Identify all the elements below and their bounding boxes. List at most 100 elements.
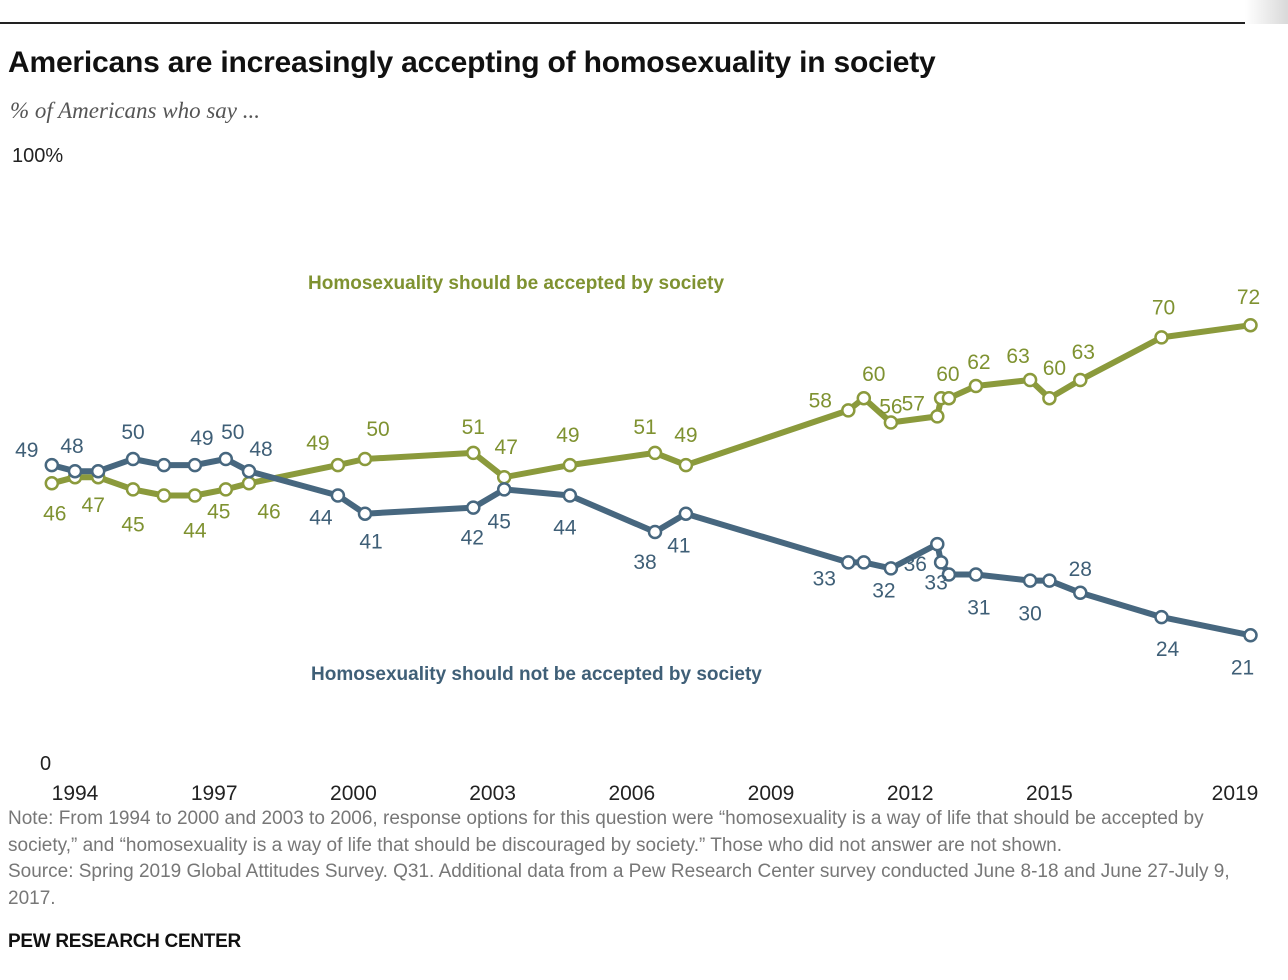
not-accepted-data-label: 33 bbox=[924, 571, 947, 594]
accepted-point bbox=[125, 482, 141, 497]
accepted-point bbox=[841, 403, 856, 418]
accepted-point bbox=[941, 390, 957, 406]
not-accepted-data-label: 49 bbox=[190, 427, 213, 450]
x-tick-label: 2012 bbox=[887, 782, 934, 805]
accepted-data-label: 63 bbox=[1072, 341, 1095, 364]
not-accepted-point bbox=[1154, 609, 1169, 625]
not-accepted-data-label: 38 bbox=[633, 551, 656, 574]
brand-label: PEW RESEARCH CENTER bbox=[8, 931, 241, 952]
accepted-data-label: 44 bbox=[183, 520, 207, 543]
not-accepted-point bbox=[241, 463, 257, 479]
accepted-point bbox=[466, 445, 481, 461]
accepted-data-label: 49 bbox=[674, 424, 697, 447]
not-accepted-point bbox=[647, 524, 663, 540]
not-accepted-point bbox=[678, 506, 694, 521]
not-accepted-data-label: 32 bbox=[872, 579, 895, 602]
x-tick-label: 2009 bbox=[748, 782, 795, 805]
not-accepted-point bbox=[357, 506, 373, 521]
not-accepted-point bbox=[44, 457, 60, 473]
accepted-point bbox=[1022, 372, 1038, 388]
accepted-point bbox=[678, 457, 694, 473]
accepted-point bbox=[1154, 330, 1169, 345]
accepted-point bbox=[1243, 317, 1258, 333]
not-accepted-data-label: 24 bbox=[1156, 638, 1180, 661]
accepted-point bbox=[241, 476, 257, 491]
source-text: Source: Spring 2019 Global Attitudes Sur… bbox=[8, 861, 1230, 909]
x-tick-label: 2019 bbox=[1212, 782, 1259, 805]
not-accepted-point bbox=[1243, 628, 1258, 643]
not-accepted-point bbox=[67, 463, 83, 479]
accepted-point bbox=[357, 451, 373, 467]
accepted-data-label: 49 bbox=[306, 432, 329, 455]
accepted-point bbox=[1042, 390, 1057, 406]
corner-decoration bbox=[1245, 0, 1288, 24]
accepted-data-label: 60 bbox=[862, 363, 885, 386]
accepted-data-label: 70 bbox=[1152, 296, 1175, 319]
chart-title: Americans are increasingly accepting of … bbox=[8, 46, 936, 79]
accepted-point bbox=[883, 415, 899, 430]
accepted-data-label: 60 bbox=[1043, 357, 1066, 380]
not-accepted-point bbox=[941, 567, 957, 582]
not-accepted-data-label: 44 bbox=[553, 517, 577, 540]
not-accepted-point bbox=[90, 463, 106, 479]
accepted-data-label: 51 bbox=[633, 416, 656, 439]
not-accepted-data-label: 50 bbox=[121, 421, 144, 444]
accepted-point bbox=[187, 488, 203, 503]
not-accepted-point bbox=[930, 536, 945, 552]
x-tick-label: 2015 bbox=[1026, 782, 1073, 805]
not-accepted-data-label: 48 bbox=[60, 435, 83, 458]
top-rule bbox=[0, 22, 1245, 24]
accepted-data-label: 60 bbox=[936, 363, 959, 386]
accepted-data-label: 51 bbox=[462, 416, 485, 439]
not-accepted-data-label: 41 bbox=[667, 535, 690, 558]
not-accepted-data-label: 33 bbox=[813, 567, 836, 590]
x-tick-label: 1994 bbox=[52, 782, 99, 805]
not-accepted-data-label: 44 bbox=[309, 507, 333, 530]
accepted-point bbox=[496, 469, 512, 485]
accepted-data-label: 46 bbox=[257, 500, 280, 523]
footnote: Note: From 1994 to 2000 and 2003 to 2006… bbox=[8, 806, 1263, 912]
not-accepted-data-label: 30 bbox=[1018, 603, 1041, 626]
not-accepted-series-label: Homosexuality should not be accepted by … bbox=[311, 664, 762, 685]
accepted-data-label: 50 bbox=[366, 418, 389, 441]
not-accepted-data-label: 45 bbox=[488, 510, 511, 533]
not-accepted-data-label: 48 bbox=[249, 438, 272, 461]
accepted-data-label: 47 bbox=[82, 494, 105, 517]
not-accepted-point bbox=[1022, 573, 1038, 588]
y-tick-label: 100% bbox=[12, 145, 63, 167]
accepted-series-label: Homosexuality should be accepted by soci… bbox=[308, 273, 724, 294]
accepted-data-label: 45 bbox=[207, 500, 230, 523]
not-accepted-point bbox=[125, 451, 141, 467]
not-accepted-data-label: 21 bbox=[1231, 656, 1254, 679]
not-accepted-point bbox=[1042, 573, 1057, 588]
y-tick-label: 0 bbox=[40, 753, 51, 775]
x-tick-label: 2003 bbox=[469, 782, 516, 805]
accepted-point bbox=[44, 476, 60, 491]
accepted-data-label: 46 bbox=[43, 502, 66, 525]
accepted-data-label: 62 bbox=[967, 351, 990, 374]
not-accepted-point bbox=[187, 457, 203, 473]
not-accepted-data-label: 50 bbox=[221, 421, 244, 444]
accepted-point bbox=[930, 409, 945, 424]
accepted-point bbox=[156, 488, 172, 503]
accepted-data-label: 45 bbox=[121, 513, 144, 536]
chart-subtitle: % of Americans who say ... bbox=[10, 98, 261, 123]
not-accepted-data-label: 36 bbox=[904, 553, 927, 576]
not-accepted-point bbox=[1073, 585, 1088, 601]
not-accepted-point bbox=[856, 555, 872, 570]
accepted-point bbox=[1073, 372, 1088, 388]
not-accepted-data-label: 28 bbox=[1069, 558, 1092, 581]
accepted-point bbox=[647, 445, 663, 461]
accepted-data-label: 47 bbox=[495, 436, 518, 459]
x-tick-label: 1997 bbox=[191, 782, 238, 805]
not-accepted-data-label: 31 bbox=[967, 597, 990, 620]
not-accepted-data-label: 42 bbox=[461, 527, 484, 550]
not-accepted-point bbox=[466, 500, 481, 515]
accepted-point bbox=[218, 482, 234, 497]
x-tick-label: 2000 bbox=[330, 782, 377, 805]
accepted-data-label: 57 bbox=[902, 392, 925, 415]
not-accepted-data-label: 49 bbox=[15, 439, 38, 462]
accepted-data-label: 56 bbox=[879, 396, 902, 419]
accepted-point bbox=[968, 378, 984, 394]
